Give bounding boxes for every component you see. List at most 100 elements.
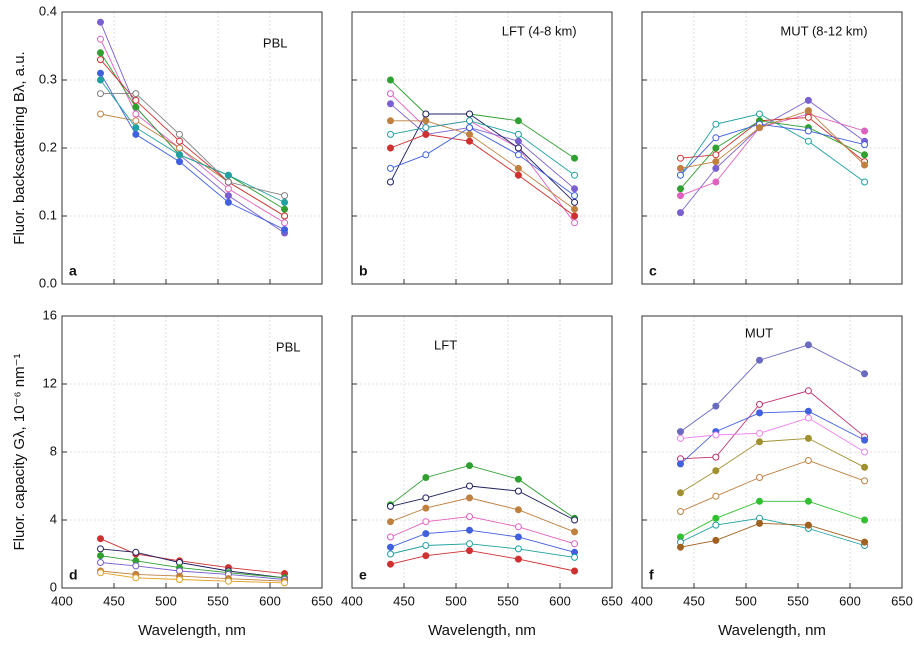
- data-point: [756, 124, 764, 132]
- data-point: [571, 567, 579, 575]
- data-point: [224, 198, 232, 206]
- x-tick-label: 600: [549, 593, 571, 608]
- data-point: [514, 533, 522, 541]
- data-point: [804, 434, 812, 442]
- data-point: [514, 523, 522, 531]
- data-point: [176, 144, 184, 152]
- data-point: [386, 76, 394, 84]
- y-axis-title: Fluor. backscattering Bλ, a.u.: [11, 51, 28, 244]
- series-line: [390, 465, 575, 519]
- data-point: [514, 164, 522, 172]
- data-point: [712, 120, 720, 128]
- data-point: [676, 489, 684, 497]
- data-point: [281, 579, 289, 587]
- data-point: [712, 514, 720, 522]
- data-point: [676, 543, 684, 551]
- data-point: [804, 497, 812, 505]
- data-point: [281, 212, 289, 220]
- data-point: [676, 154, 684, 162]
- data-point: [224, 577, 232, 585]
- data-point: [132, 117, 140, 125]
- data-point: [514, 487, 522, 495]
- series-line: [680, 417, 865, 453]
- panel-annotation: MUT (8-12 km): [780, 23, 867, 38]
- y-axis-title: Fluor. capacity Gλ, 10⁻⁶ nm⁻¹: [11, 353, 28, 550]
- data-point: [514, 151, 522, 159]
- data-point: [712, 158, 720, 166]
- x-tick-label: 550: [497, 593, 519, 608]
- panel-letter: d: [69, 567, 78, 583]
- y-tick-label: 0.4: [39, 3, 57, 18]
- plot-frame: [61, 315, 323, 589]
- data-point: [804, 521, 812, 529]
- data-point: [712, 467, 720, 475]
- data-point: [132, 562, 140, 570]
- data-point: [804, 414, 812, 422]
- data-point: [861, 448, 869, 456]
- data-point: [676, 209, 684, 217]
- data-point: [176, 130, 184, 138]
- data-point: [176, 158, 184, 166]
- data-point: [712, 453, 720, 461]
- data-point: [676, 434, 684, 442]
- data-point: [571, 212, 579, 220]
- data-point: [422, 552, 430, 560]
- x-axis-title: Wavelength, nm: [138, 622, 246, 639]
- data-point: [676, 164, 684, 172]
- x-tick-label: 650: [601, 593, 623, 608]
- data-point: [571, 219, 579, 227]
- data-point: [422, 117, 430, 125]
- data-point: [386, 100, 394, 108]
- data-point: [281, 192, 289, 200]
- data-point: [861, 463, 869, 471]
- data-point: [96, 90, 104, 98]
- data-point: [132, 574, 140, 582]
- panel: 400 450 500 550 600 650 f MUT Wavelength, nm: [631, 315, 913, 639]
- data-point: [514, 475, 522, 483]
- data-point: [386, 518, 394, 526]
- data-point: [861, 151, 869, 159]
- y-tick-label: 16: [43, 307, 57, 322]
- data-point: [422, 110, 430, 118]
- data-point: [422, 474, 430, 481]
- series-line: [100, 22, 285, 234]
- data-point: [514, 137, 522, 145]
- data-point: [712, 151, 720, 159]
- data-point: [466, 110, 474, 118]
- data-point: [422, 151, 430, 159]
- data-point: [96, 76, 104, 84]
- data-point: [712, 144, 720, 152]
- data-point: [676, 185, 684, 193]
- y-tick-label: 0.3: [39, 71, 57, 86]
- plot-frame: [351, 315, 613, 589]
- data-point: [132, 124, 140, 132]
- x-tick-label: 600: [259, 593, 281, 608]
- series-line: [100, 113, 285, 217]
- x-axis-title: Wavelength, nm: [718, 622, 826, 639]
- data-point: [96, 35, 104, 43]
- y-tick-label: 4: [50, 511, 57, 526]
- series-line: [680, 344, 865, 432]
- series-line: [390, 120, 575, 176]
- series-line: [680, 500, 865, 538]
- data-point: [712, 521, 720, 529]
- x-tick-label: 550: [787, 593, 809, 608]
- x-tick-label: 500: [155, 593, 177, 608]
- data-point: [132, 548, 140, 556]
- data-point: [281, 205, 289, 213]
- data-point: [132, 103, 140, 111]
- data-point: [466, 482, 474, 490]
- data-point: [676, 508, 684, 515]
- data-point: [386, 90, 394, 98]
- panel-letter: b: [359, 263, 368, 279]
- panel: 400 450 500 550 600 650 0 4 8 12 16 d PBL Wavelength,…: [11, 307, 333, 639]
- x-tick-label: 500: [735, 593, 757, 608]
- data-point: [861, 538, 869, 546]
- data-point: [132, 110, 140, 118]
- data-point: [466, 540, 474, 548]
- data-point: [712, 164, 720, 172]
- data-point: [466, 513, 474, 521]
- series-line: [680, 460, 865, 512]
- data-point: [466, 526, 474, 534]
- data-point: [386, 560, 394, 568]
